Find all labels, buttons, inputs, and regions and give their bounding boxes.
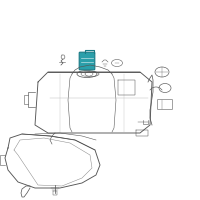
FancyBboxPatch shape	[79, 52, 95, 70]
